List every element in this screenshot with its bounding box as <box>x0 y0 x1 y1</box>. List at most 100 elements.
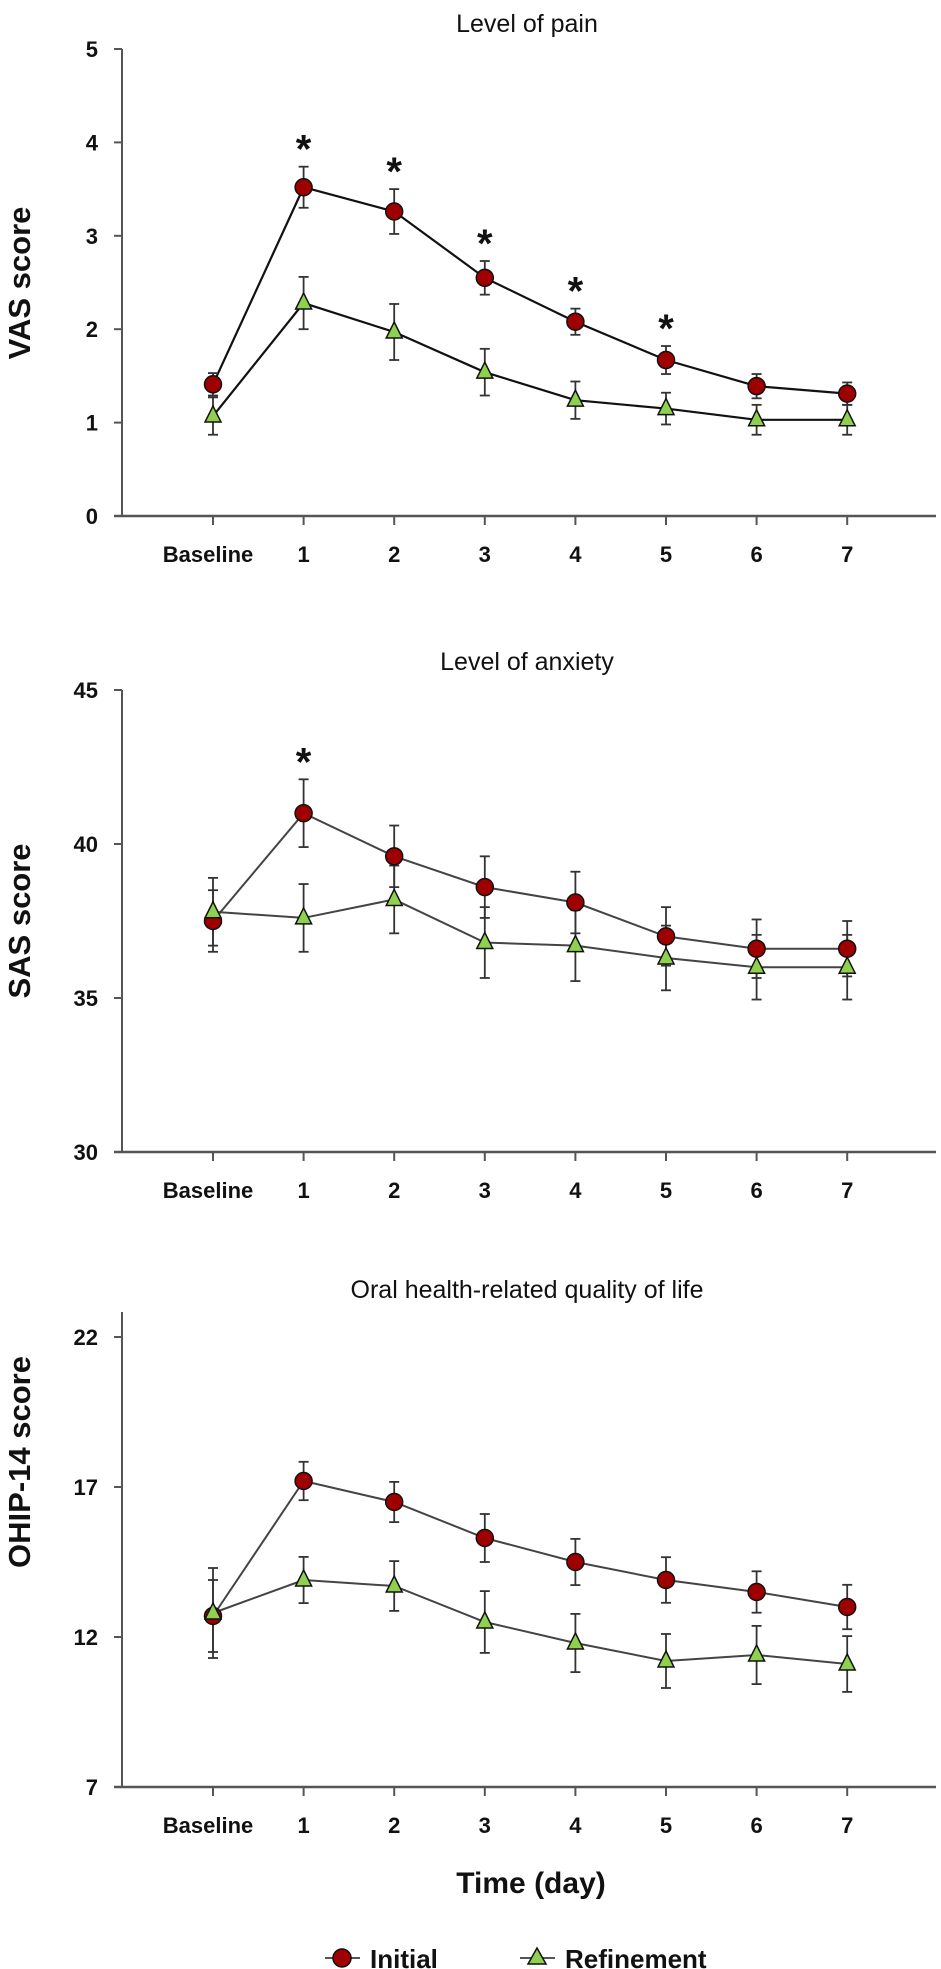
x-tick-label: 3 <box>479 542 491 567</box>
x-tick-label: 3 <box>479 1178 491 1203</box>
x-tick-label: 6 <box>750 1178 762 1203</box>
data-point-initial <box>566 312 585 331</box>
x-tick-label: 2 <box>388 1813 400 1838</box>
x-tick-label: 2 <box>388 1178 400 1203</box>
x-tick-label: 6 <box>750 1813 762 1838</box>
data-point-initial <box>566 893 585 912</box>
x-tick-label: 1 <box>297 1178 309 1203</box>
y-tick-label: 22 <box>74 1325 98 1350</box>
data-point-refinement <box>566 388 585 407</box>
data-point-refinement <box>837 1652 857 1671</box>
y-axis-label: OHIP-14 score <box>2 1356 37 1568</box>
y-tick-label: 2 <box>86 317 98 342</box>
x-tick-label: 5 <box>660 542 672 567</box>
legend-circle-marker-icon <box>332 1948 352 1968</box>
data-point-initial <box>747 376 766 396</box>
x-tick-label: 2 <box>388 542 400 567</box>
x-tick-label: 4 <box>569 1178 582 1203</box>
y-tick-label: 35 <box>74 986 98 1011</box>
legend-item-initial: Initial <box>325 1944 438 1969</box>
data-point-initial <box>656 350 676 370</box>
x-tick-label: 3 <box>479 1813 491 1838</box>
data-point-initial <box>384 1492 404 1512</box>
data-point-refinement <box>837 408 857 427</box>
series-initial <box>208 165 853 406</box>
y-tick-label: 4 <box>86 130 99 155</box>
data-point-initial <box>294 1471 313 1491</box>
data-point-refinement <box>384 320 404 339</box>
y-axis-label: VAS score <box>2 207 37 360</box>
data-point-refinement <box>656 396 676 416</box>
chart-title: Oral health-related quality of life <box>351 1276 704 1304</box>
y-tick-label: 5 <box>86 37 98 62</box>
data-point-refinement <box>566 933 585 953</box>
data-point-refinement <box>475 1610 495 1629</box>
data-point-initial <box>475 877 495 897</box>
x-axis-label: Time (day) <box>456 1867 606 1900</box>
data-point-refinement <box>203 900 223 919</box>
data-point-initial <box>384 847 404 866</box>
significance-asterisk: * <box>477 222 493 266</box>
series-line-initial <box>212 811 848 950</box>
legend-triangle-marker-icon <box>526 1946 548 1965</box>
chart-panel-3: Oral health-related quality of life OHIP-… <box>2 1276 936 1838</box>
significance-asterisk: * <box>386 150 402 194</box>
y-tick-label: 17 <box>74 1475 98 1500</box>
y-tick-label: 40 <box>74 832 98 857</box>
data-point-initial <box>384 202 404 221</box>
series-line-refinement <box>212 301 848 421</box>
data-point-refinement <box>656 946 676 965</box>
data-point-refinement <box>747 408 766 427</box>
data-point-refinement <box>566 1631 585 1650</box>
data-point-refinement <box>203 1601 223 1620</box>
data-point-initial <box>475 1528 495 1548</box>
data-point-refinement <box>747 1643 766 1662</box>
y-tick-label: 0 <box>86 504 98 529</box>
x-tick-label: 4 <box>569 1813 582 1838</box>
y-tick-label: 30 <box>74 1140 98 1165</box>
x-tick-label: 7 <box>841 1178 853 1203</box>
x-tick-label: 7 <box>841 1813 853 1838</box>
y-axis-label: SAS score <box>2 843 37 998</box>
x-tick-label: Baseline <box>163 542 254 567</box>
legend-item-refinement: Refinement <box>520 1944 707 1969</box>
data-point-initial <box>294 177 313 197</box>
data-point-refinement <box>294 291 313 310</box>
x-tick-label: 5 <box>660 1178 672 1203</box>
data-point-initial <box>747 939 766 958</box>
data-point-refinement <box>656 1649 676 1668</box>
data-point-initial <box>294 803 313 823</box>
data-point-refinement <box>747 955 766 974</box>
data-point-refinement <box>294 906 313 925</box>
data-point-refinement <box>475 930 495 950</box>
x-tick-label: Baseline <box>163 1178 254 1203</box>
significance-asterisk: * <box>296 740 312 784</box>
data-point-initial <box>747 1582 766 1602</box>
significance-asterisk: * <box>568 270 584 314</box>
series-line-refinement <box>212 1578 848 1665</box>
y-tick-label: 12 <box>74 1625 98 1650</box>
data-point-refinement <box>837 955 857 974</box>
chart-title: Level of pain <box>456 10 598 38</box>
data-point-initial <box>566 1552 585 1572</box>
legend: Initial Refinement <box>325 1944 707 1969</box>
data-point-refinement <box>203 404 223 423</box>
data-point-refinement <box>384 887 404 907</box>
y-tick-label: 1 <box>86 411 98 436</box>
data-point-initial <box>656 1570 676 1590</box>
legend-label-initial: Initial <box>370 1944 438 1969</box>
x-tick-label: 7 <box>841 542 853 567</box>
data-point-initial <box>837 1597 857 1617</box>
legend-label-refinement: Refinement <box>565 1944 707 1969</box>
data-point-refinement <box>384 1574 404 1593</box>
series-line-refinement <box>212 898 848 969</box>
significance-asterisk: * <box>658 307 674 351</box>
y-tick-label: 3 <box>86 224 98 249</box>
chart-title: Level of anxiety <box>440 648 614 676</box>
y-tick-label: 7 <box>86 1775 98 1800</box>
x-tick-label: 5 <box>660 1813 672 1838</box>
data-point-refinement <box>475 360 495 379</box>
x-tick-label: 1 <box>297 1813 309 1838</box>
